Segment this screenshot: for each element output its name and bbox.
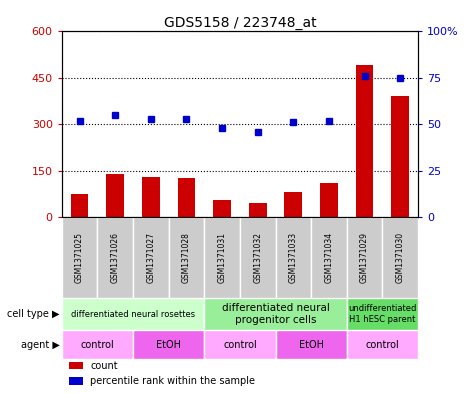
Bar (133, 330, 204, 359)
Text: agent ▶: agent ▶ (21, 340, 60, 349)
Text: GSM1371026: GSM1371026 (111, 232, 120, 283)
Bar (106, 174, 124, 217)
Bar (62, 330, 133, 359)
Bar (320, 183, 338, 217)
Bar (97, 217, 133, 298)
Text: undifferentiated
H1 hESC parent: undifferentiated H1 hESC parent (348, 305, 417, 324)
Text: GSM1371031: GSM1371031 (218, 232, 227, 283)
Text: GSM1371032: GSM1371032 (253, 232, 262, 283)
Bar (69, 362, 83, 369)
Bar (240, 217, 276, 298)
Bar (391, 96, 409, 217)
Bar (249, 203, 266, 217)
Bar (142, 177, 160, 217)
Bar (133, 217, 169, 298)
Text: EtOH: EtOH (156, 340, 181, 349)
Bar (347, 298, 418, 330)
Bar (382, 217, 418, 298)
Bar (69, 377, 83, 385)
Text: count: count (90, 360, 118, 371)
Text: EtOH: EtOH (299, 340, 323, 349)
Text: GSM1371034: GSM1371034 (324, 232, 333, 283)
Bar (178, 178, 195, 217)
Text: GSM1371033: GSM1371033 (289, 232, 298, 283)
Bar (204, 298, 347, 330)
Bar (285, 192, 302, 217)
Text: control: control (365, 340, 399, 349)
Text: differentiated neural
progenitor cells: differentiated neural progenitor cells (221, 303, 330, 325)
Bar (213, 200, 231, 217)
Text: differentiated neural rosettes: differentiated neural rosettes (71, 310, 195, 319)
Bar (276, 217, 311, 298)
Text: GSM1371027: GSM1371027 (146, 232, 155, 283)
Bar (71, 194, 88, 217)
Text: GSM1371025: GSM1371025 (75, 232, 84, 283)
Bar (62, 298, 204, 330)
Title: GDS5158 / 223748_at: GDS5158 / 223748_at (163, 17, 316, 30)
Text: GSM1371030: GSM1371030 (396, 232, 405, 283)
Text: cell type ▶: cell type ▶ (8, 309, 60, 319)
Bar (347, 330, 418, 359)
Bar (169, 217, 204, 298)
Bar (276, 330, 347, 359)
Bar (204, 217, 240, 298)
Text: GSM1371028: GSM1371028 (182, 232, 191, 283)
Bar (356, 66, 373, 217)
Bar (311, 217, 347, 298)
Bar (347, 217, 382, 298)
Text: control: control (80, 340, 114, 349)
Text: GSM1371029: GSM1371029 (360, 232, 369, 283)
Bar (204, 330, 276, 359)
Text: control: control (223, 340, 257, 349)
Text: percentile rank within the sample: percentile rank within the sample (90, 376, 255, 386)
Bar (62, 217, 97, 298)
